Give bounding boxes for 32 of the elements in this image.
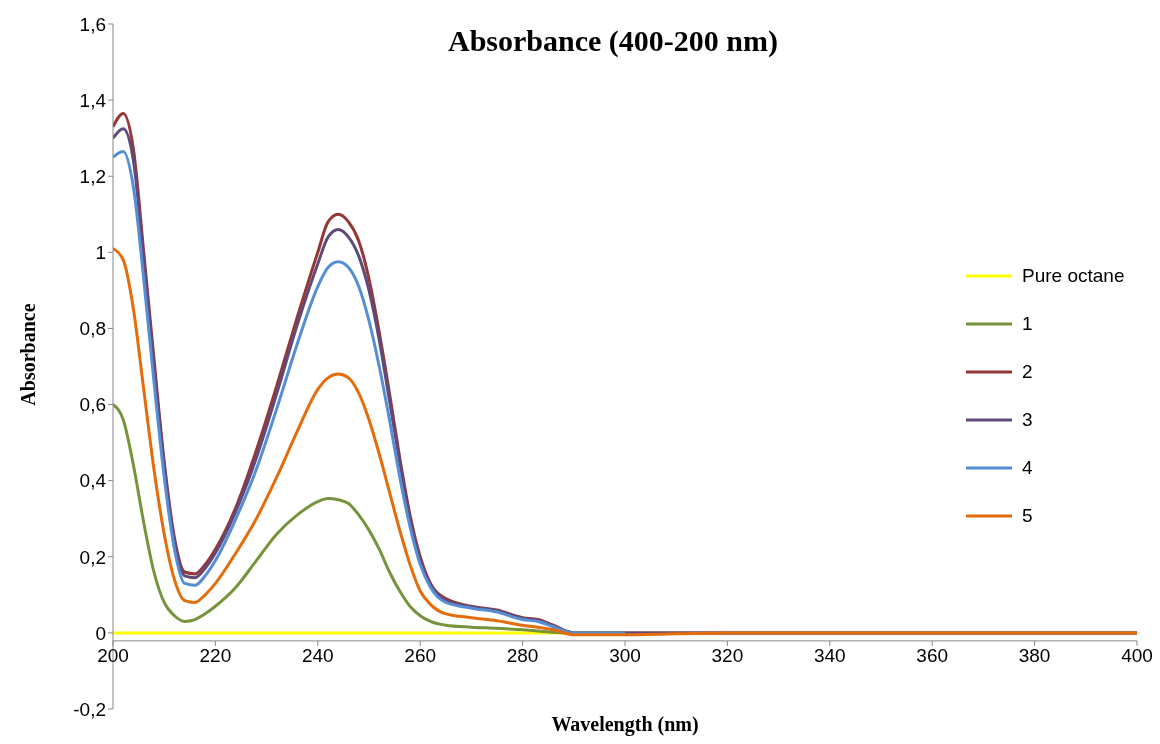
- x-tick-label: 340: [813, 645, 846, 667]
- legend-label: 3: [1022, 409, 1033, 431]
- legend-label: Pure octane: [1022, 265, 1125, 287]
- x-tick-label: 400: [1121, 645, 1153, 667]
- chart-title: Absorbance (400-200 nm): [448, 24, 778, 57]
- x-tick-label: 240: [301, 645, 334, 667]
- y-tick-label: 0,8: [79, 318, 106, 340]
- x-axis-title: Wavelength (nm): [550, 713, 700, 736]
- y-tick-label: -0,2: [73, 698, 106, 720]
- x-tick-label: 320: [711, 645, 744, 667]
- legend-label: 4: [1022, 457, 1033, 479]
- legend-label: 5: [1022, 505, 1033, 527]
- legend-label: 2: [1022, 361, 1033, 383]
- y-tick-label: 1,6: [79, 13, 106, 35]
- y-tick-label: 0,2: [79, 546, 106, 568]
- x-tick-label: 360: [916, 645, 949, 667]
- y-axis-title: Absorbance: [16, 302, 40, 408]
- x-tick-label: 260: [404, 645, 437, 667]
- line-series: [113, 149, 627, 635]
- y-tick-label: 1,4: [79, 89, 107, 111]
- x-tick-label: 380: [1018, 645, 1051, 667]
- y-tick-label: 1,2: [79, 165, 106, 187]
- line-series: [113, 247, 1137, 637]
- x-tick-label: 280: [506, 645, 539, 667]
- y-tick-label: 0,6: [79, 394, 106, 416]
- legend-label: 1: [1022, 313, 1033, 335]
- x-tick-label: 220: [199, 645, 232, 667]
- y-tick-label: 0: [95, 622, 106, 644]
- y-tick-label: 1: [95, 242, 106, 264]
- x-tick-label: 300: [609, 645, 641, 667]
- x-tick-label: 200: [97, 645, 129, 667]
- y-tick-label: 0,4: [79, 470, 107, 492]
